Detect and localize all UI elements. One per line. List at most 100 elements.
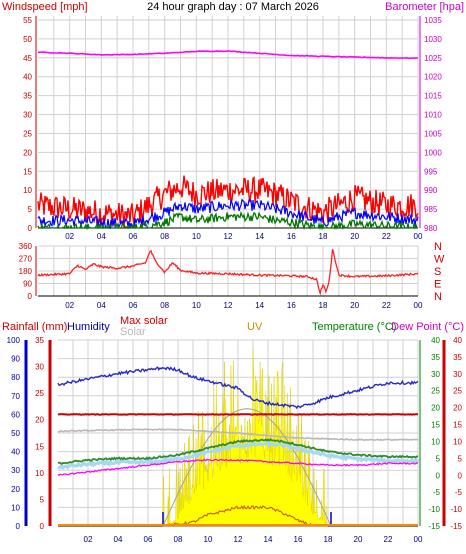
dewpoint-tick-label: -5 bbox=[455, 488, 463, 497]
left-tick-label: 45 bbox=[23, 54, 32, 63]
temp-tick-label: 10 bbox=[431, 437, 440, 446]
label-max-solar: Max solar bbox=[120, 315, 168, 327]
x-tick-label: 10 bbox=[204, 535, 213, 544]
compass-label: S bbox=[434, 266, 441, 278]
x-tick-label: 20 bbox=[354, 535, 363, 544]
humidity-tick-label: 10 bbox=[11, 503, 20, 512]
x-tick-label: 22 bbox=[382, 232, 391, 241]
rain-tick-label: 25 bbox=[35, 389, 44, 398]
left-tick-label: 50 bbox=[23, 35, 32, 44]
x-tick-label: 18 bbox=[319, 301, 328, 310]
temperature-humidity-panel: 010203040506070809010005101520253035-15-… bbox=[7, 336, 463, 544]
right-tick-label: 980 bbox=[424, 224, 438, 233]
temp-tick-label: -5 bbox=[433, 488, 441, 497]
x-tick-label: 12 bbox=[224, 232, 233, 241]
left-tick-label: 90 bbox=[23, 280, 32, 289]
compass-label: N bbox=[434, 241, 442, 253]
temp-tick-label: 30 bbox=[431, 370, 440, 379]
x-tick-label: 04 bbox=[97, 301, 106, 310]
humidity-tick-label: 40 bbox=[11, 448, 20, 457]
left-tick-label: 40 bbox=[23, 73, 32, 82]
dewpoint-tick-label: -10 bbox=[450, 505, 462, 514]
dewpoint-tick-label: 40 bbox=[453, 336, 462, 345]
x-tick-label: 08 bbox=[160, 232, 169, 241]
solar-area bbox=[162, 350, 329, 527]
x-tick-label: 22 bbox=[384, 535, 393, 544]
x-tick-label: 16 bbox=[287, 301, 296, 310]
rain-tick-label: 30 bbox=[35, 363, 44, 372]
compass-label: E bbox=[434, 279, 441, 291]
dewpoint-tick-label: 15 bbox=[453, 421, 462, 430]
x-tick-label: 06 bbox=[129, 301, 138, 310]
max-solar-line bbox=[57, 428, 419, 442]
panel1-right-label: Barometer [hpa] bbox=[385, 1, 464, 13]
right-tick-label: 1020 bbox=[424, 73, 442, 82]
humidity-tick-label: 70 bbox=[11, 392, 20, 401]
humidity-tick-label: 60 bbox=[11, 410, 20, 419]
left-tick-label: 5 bbox=[28, 205, 33, 214]
right-tick-label: 1015 bbox=[424, 92, 442, 101]
x-tick-label: 10 bbox=[192, 232, 201, 241]
dew-point-line bbox=[57, 458, 419, 476]
panel1-left-label: Windspeed [mph] bbox=[2, 1, 88, 13]
temp-tick-label: 0 bbox=[436, 471, 441, 480]
compass-label: N bbox=[434, 291, 442, 303]
x-tick-label: 12 bbox=[224, 301, 233, 310]
wind-direction-line bbox=[37, 248, 419, 296]
x-tick-label: 00 bbox=[414, 535, 423, 544]
x-tick-label: 20 bbox=[350, 232, 359, 241]
rain-tick-label: 5 bbox=[40, 495, 45, 504]
rain-tick-label: 0 bbox=[40, 522, 45, 531]
left-tick-label: 270 bbox=[19, 255, 33, 264]
label-humidity: Humidity bbox=[67, 321, 110, 333]
x-tick-label: 12 bbox=[234, 535, 243, 544]
temp-tick-label: 35 bbox=[431, 353, 440, 362]
x-tick-label: 02 bbox=[65, 301, 74, 310]
left-tick-label: 30 bbox=[23, 111, 32, 120]
right-tick-label: 1030 bbox=[424, 35, 442, 44]
humidity-tick-label: 30 bbox=[11, 466, 20, 475]
left-tick-label: 35 bbox=[23, 92, 32, 101]
x-tick-label: 10 bbox=[192, 301, 201, 310]
label-dew-point: Dew Point (°C) bbox=[391, 321, 464, 333]
temp-tick-label: 20 bbox=[431, 404, 440, 413]
x-tick-label: 14 bbox=[264, 535, 273, 544]
x-tick-label: 22 bbox=[382, 301, 391, 310]
dewpoint-tick-label: 5 bbox=[458, 454, 463, 463]
rain-tick-label: 15 bbox=[35, 442, 44, 451]
rain-tick-label: 10 bbox=[35, 469, 44, 478]
dewpoint-tick-label: -15 bbox=[450, 522, 462, 531]
x-tick-label: 06 bbox=[129, 232, 138, 241]
x-tick-label: 18 bbox=[324, 535, 333, 544]
dewpoint-tick-label: 30 bbox=[453, 370, 462, 379]
x-tick-label: 04 bbox=[114, 535, 123, 544]
x-tick-label: 20 bbox=[350, 301, 359, 310]
right-tick-label: 1025 bbox=[424, 54, 442, 63]
right-tick-label: 990 bbox=[424, 186, 438, 195]
humidity-tick-label: 100 bbox=[7, 336, 21, 345]
dewpoint-tick-label: 25 bbox=[453, 387, 462, 396]
label-uv: UV bbox=[247, 321, 263, 333]
x-tick-label: 14 bbox=[255, 232, 264, 241]
right-tick-label: 1000 bbox=[424, 148, 442, 157]
left-tick-label: 360 bbox=[19, 242, 33, 251]
humidity-tick-label: 80 bbox=[11, 373, 20, 382]
x-tick-label: 08 bbox=[174, 535, 183, 544]
barometer-line bbox=[37, 50, 419, 60]
label-rainfall: Rainfall (mm) bbox=[2, 321, 67, 333]
dewpoint-tick-label: 10 bbox=[453, 437, 462, 446]
x-tick-label: 18 bbox=[319, 232, 328, 241]
humidity-tick-label: 0 bbox=[16, 522, 21, 531]
right-tick-label: 985 bbox=[424, 205, 438, 214]
wind-barometer-panel: 0510152025303540455055980985990995100010… bbox=[23, 16, 442, 241]
x-tick-label: 06 bbox=[144, 535, 153, 544]
x-tick-label: 14 bbox=[255, 301, 264, 310]
wind-series-average bbox=[37, 198, 419, 230]
humidity-tick-label: 50 bbox=[11, 429, 20, 438]
right-tick-label: 995 bbox=[424, 167, 438, 176]
rain-tick-label: 20 bbox=[35, 416, 44, 425]
rain-tick-label: 35 bbox=[35, 336, 44, 345]
x-tick-label: 04 bbox=[97, 232, 106, 241]
apparent-temperature-line bbox=[57, 440, 420, 471]
